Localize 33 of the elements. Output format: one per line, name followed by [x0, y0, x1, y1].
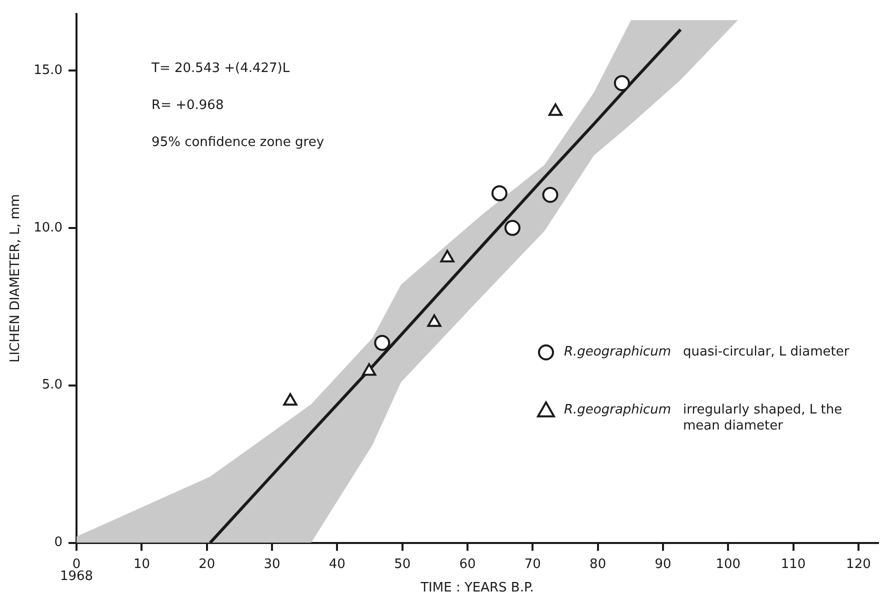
x-tick-label: 20	[198, 556, 216, 572]
x-tick-label: 120	[846, 556, 871, 572]
x-tick-label: 90	[654, 556, 672, 572]
y-tick-label: 0	[54, 535, 63, 550]
x-tick-label: 100	[716, 556, 741, 572]
annotation: T= 20.543 +(4.427)L	[150, 61, 290, 76]
point	[362, 363, 376, 376]
legend-label: R.geographicum irregularly shaped, L the mean diameter	[564, 402, 842, 434]
text: 1968	[60, 569, 94, 584]
point	[283, 393, 298, 406]
point	[374, 334, 390, 351]
x-tick-label: 40	[328, 556, 346, 572]
x-tick-label: 60	[459, 556, 476, 572]
point	[614, 75, 630, 92]
x-tick-label: 10	[133, 556, 150, 572]
x-tick-label: 80	[590, 556, 606, 572]
y-axis-title: LICHEN DIAMETER, L, mm	[8, 194, 24, 363]
point	[504, 220, 520, 236]
x-tick-label: 110	[780, 556, 806, 572]
x-axis-title: TIME : YEARS B.P.	[420, 580, 534, 596]
point	[440, 250, 454, 262]
x-tick-label: 30	[264, 556, 280, 572]
x-tick-label: 0	[72, 556, 81, 572]
x-tick-label: 70	[524, 556, 541, 572]
y-tick-label: 15.0	[34, 62, 63, 78]
x-tick-label: 50	[394, 556, 411, 572]
annotation: R= +0.968	[152, 98, 224, 114]
annotation: 95% confidence zone grey	[152, 135, 324, 150]
y-tick-label: 10.0	[34, 220, 63, 236]
y-tick-label: 5.0	[42, 378, 63, 393]
point	[427, 314, 442, 327]
legend-label: R.geographicum quasi-circular, L diameter	[564, 344, 850, 360]
point	[542, 186, 558, 203]
